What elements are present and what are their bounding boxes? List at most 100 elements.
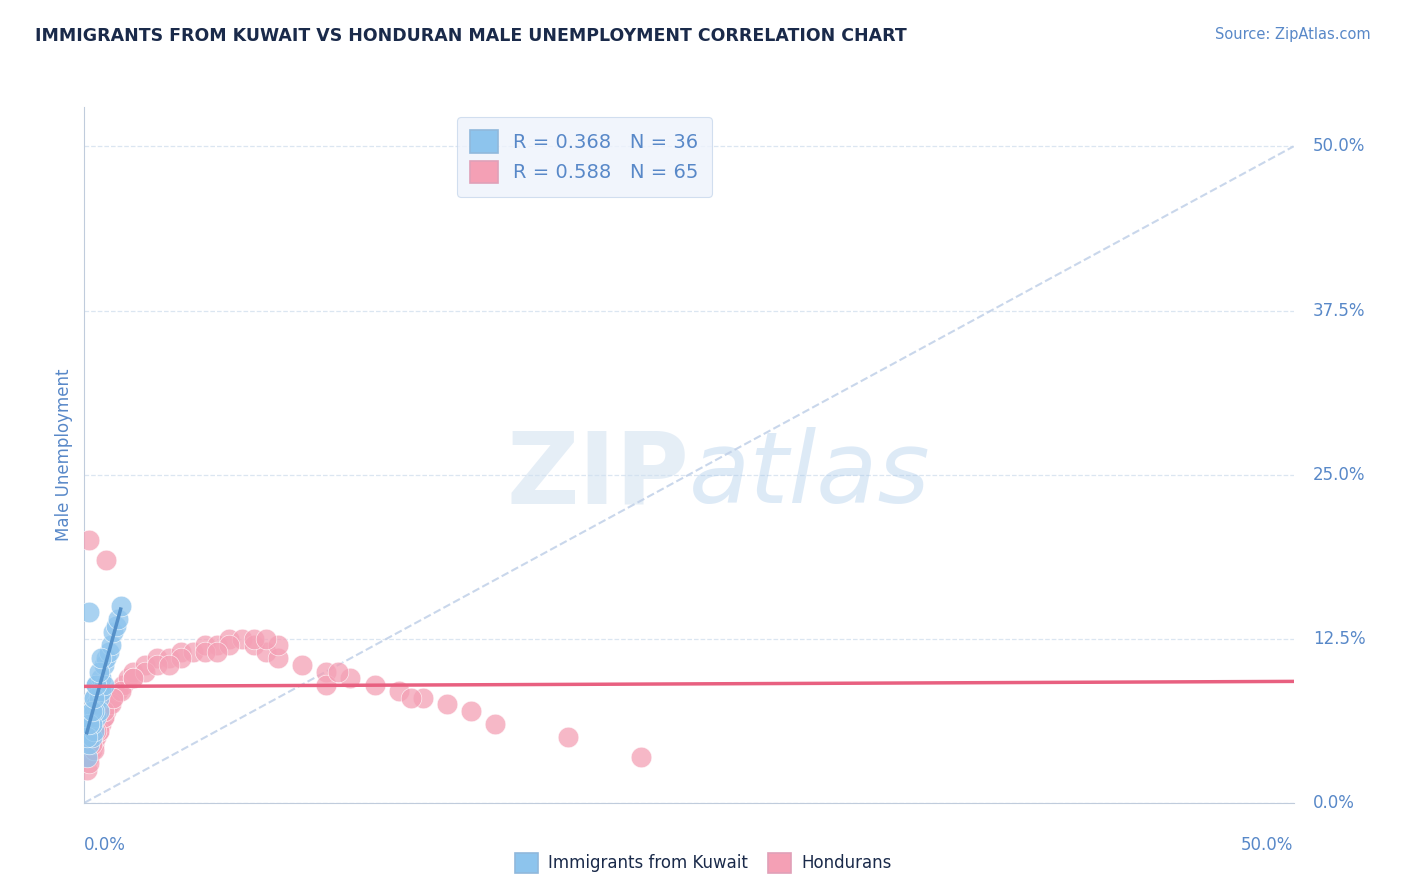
Point	[207, 638, 229, 652]
Point	[80, 743, 103, 757]
Point	[77, 606, 100, 620]
Point	[76, 749, 98, 764]
Point	[557, 730, 579, 744]
Point	[436, 698, 458, 712]
Point	[87, 723, 110, 738]
Point	[134, 665, 156, 679]
Point	[194, 645, 217, 659]
Text: IMMIGRANTS FROM KUWAIT VS HONDURAN MALE UNEMPLOYMENT CORRELATION CHART: IMMIGRANTS FROM KUWAIT VS HONDURAN MALE …	[35, 27, 907, 45]
Text: 37.5%: 37.5%	[1313, 301, 1365, 319]
Point	[94, 651, 117, 665]
Point	[77, 756, 100, 771]
Text: 50.0%: 50.0%	[1313, 137, 1365, 155]
Point	[87, 690, 110, 705]
Point	[231, 632, 253, 646]
Point	[103, 690, 125, 705]
Point	[80, 717, 103, 731]
Point	[87, 684, 110, 698]
Point	[83, 704, 105, 718]
Point	[90, 651, 112, 665]
Point	[76, 763, 98, 777]
Point	[86, 678, 108, 692]
Point	[630, 749, 652, 764]
Point	[100, 698, 122, 712]
Point	[97, 645, 120, 659]
Point	[93, 657, 115, 672]
Point	[170, 645, 193, 659]
Point	[93, 710, 115, 724]
Point	[87, 723, 110, 738]
Point	[315, 678, 337, 692]
Point	[484, 717, 506, 731]
Point	[157, 651, 180, 665]
Point	[388, 684, 411, 698]
Point	[93, 704, 115, 718]
Point	[121, 665, 143, 679]
Point	[207, 645, 229, 659]
Point	[83, 710, 105, 724]
Point	[80, 717, 103, 731]
Point	[77, 723, 100, 738]
Point	[157, 657, 180, 672]
Point	[77, 533, 100, 548]
Point	[86, 678, 108, 692]
Point	[363, 678, 385, 692]
Point	[86, 698, 108, 712]
Point	[412, 690, 434, 705]
Point	[83, 690, 105, 705]
Text: ZIP: ZIP	[506, 427, 689, 524]
Point	[93, 678, 115, 692]
Point	[80, 704, 103, 718]
Legend: R = 0.368   N = 36, R = 0.588   N = 65: R = 0.368 N = 36, R = 0.588 N = 65	[457, 117, 713, 196]
Point	[110, 599, 132, 613]
Point	[328, 665, 350, 679]
Text: 50.0%: 50.0%	[1241, 836, 1294, 854]
Text: 0.0%: 0.0%	[84, 836, 127, 854]
Point	[112, 678, 135, 692]
Legend: Immigrants from Kuwait, Hondurans: Immigrants from Kuwait, Hondurans	[508, 847, 898, 880]
Point	[100, 638, 122, 652]
Y-axis label: Male Unemployment: Male Unemployment	[55, 368, 73, 541]
Text: Source: ZipAtlas.com: Source: ZipAtlas.com	[1215, 27, 1371, 42]
Point	[267, 638, 290, 652]
Point	[291, 657, 314, 672]
Text: 12.5%: 12.5%	[1313, 630, 1365, 648]
Point	[86, 710, 108, 724]
Point	[90, 684, 112, 698]
Point	[83, 737, 105, 751]
Point	[242, 638, 264, 652]
Point	[181, 645, 204, 659]
Point	[110, 684, 132, 698]
Point	[117, 671, 139, 685]
Point	[94, 704, 117, 718]
Point	[107, 684, 129, 698]
Point	[87, 704, 110, 718]
Point	[76, 730, 98, 744]
Point	[97, 698, 120, 712]
Point	[460, 704, 482, 718]
Point	[315, 665, 337, 679]
Point	[83, 723, 105, 738]
Point	[194, 638, 217, 652]
Point	[242, 632, 264, 646]
Point	[86, 730, 108, 744]
Point	[77, 749, 100, 764]
Point	[80, 730, 103, 744]
Point	[94, 553, 117, 567]
Point	[80, 737, 103, 751]
Text: 25.0%: 25.0%	[1313, 466, 1365, 483]
Text: atlas: atlas	[689, 427, 931, 524]
Point	[146, 651, 169, 665]
Point	[121, 671, 143, 685]
Point	[90, 717, 112, 731]
Point	[254, 645, 277, 659]
Point	[104, 618, 127, 632]
Point	[170, 651, 193, 665]
Point	[267, 651, 290, 665]
Point	[77, 737, 100, 751]
Point	[87, 665, 110, 679]
Point	[90, 671, 112, 685]
Point	[83, 743, 105, 757]
Point	[254, 632, 277, 646]
Point	[83, 690, 105, 705]
